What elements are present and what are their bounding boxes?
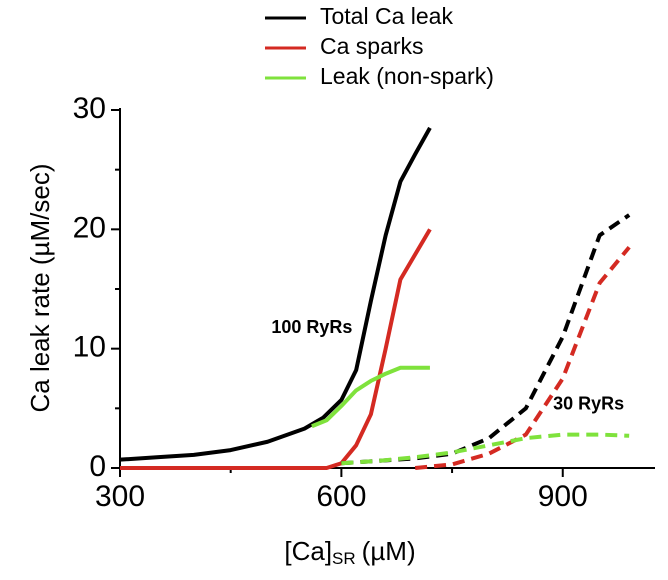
line: [311, 365, 430, 429]
annotation: 100 RyRs: [271, 317, 352, 337]
x-label-main: [Ca]: [284, 536, 332, 566]
line: [119, 126, 432, 462]
annotation: 30 RyRs: [553, 394, 624, 414]
dashed-line: [414, 245, 631, 470]
y-tick-label: 20: [73, 211, 106, 244]
legend-label: Leak (non-spark): [320, 63, 494, 89]
x-label-sub: SR: [332, 549, 356, 568]
y-tick-label: 10: [73, 331, 106, 364]
legend-label: Total Ca leak: [320, 3, 453, 29]
x-tick-label: 600: [316, 480, 366, 513]
legend-label: Ca sparks: [320, 33, 424, 59]
x-axis-label: [Ca]SR (µM): [284, 536, 415, 569]
y-axis-label: Ca leak rate (µM/sec): [25, 163, 55, 412]
line: [120, 228, 432, 470]
x-tick-label: 900: [538, 480, 588, 513]
dashed-line: [341, 432, 630, 466]
x-tick-label: 300: [95, 480, 145, 513]
y-tick-label: 30: [73, 92, 106, 125]
y-tick-label: 0: [89, 450, 106, 483]
x-label-unit: (µM): [362, 536, 416, 566]
dashed-line: [341, 213, 631, 466]
